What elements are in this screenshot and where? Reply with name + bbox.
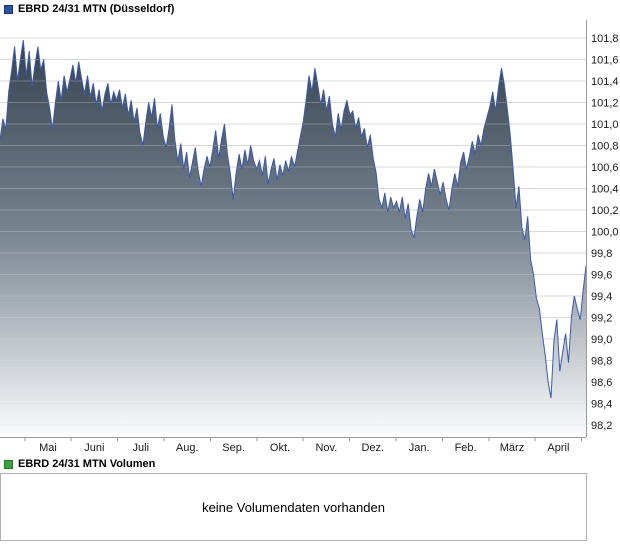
x-axis-label: Sep. <box>222 442 245 454</box>
y-axis-label: 101,8 <box>591 33 619 45</box>
x-axis-label: Aug. <box>176 442 199 454</box>
y-axis-label: 100,4 <box>591 184 619 196</box>
x-axis-label: März <box>500 442 524 454</box>
y-axis-label: 99,0 <box>591 334 612 346</box>
price-chart-title: EBRD 24/31 MTN (Düsseldorf) <box>18 3 175 15</box>
y-axis-label: 99,4 <box>591 291 612 303</box>
y-axis-label: 98,4 <box>591 399 612 411</box>
y-axis-label: 100,8 <box>591 141 619 153</box>
price-chart-title-bar: EBRD 24/31 MTN (Düsseldorf) <box>0 0 174 18</box>
price-chart[interactable]: 101,8 101,6 101,4 101,2 101,0 100,8 100,6 100,4… <box>0 0 620 460</box>
volume-empty-message: keine Volumendaten vorhanden <box>202 499 385 515</box>
volume-chart-title: EBRD 24/31 MTN Volumen <box>18 458 156 470</box>
x-axis-label: Feb. <box>455 442 477 454</box>
y-axis-label: 98,8 <box>591 356 612 368</box>
y-axis-label: 99,6 <box>591 270 612 282</box>
x-axis-labels: Mai Juni Juli Aug. Sep. Okt. Nov. Dez. Jan. Feb. M… <box>39 442 569 454</box>
y-axis-label: 100,2 <box>591 205 619 217</box>
x-axis-label: April <box>547 442 569 454</box>
y-axis-label: 101,4 <box>591 76 619 88</box>
y-axis-labels: 101,8 101,6 101,4 101,2 101,0 100,8 100,6 100,4… <box>591 33 619 432</box>
x-axis-label: Juli <box>133 442 150 454</box>
y-axis-label: 100,0 <box>591 227 619 239</box>
y-axis-label: 99,8 <box>591 248 612 260</box>
price-area <box>0 40 586 437</box>
y-axis-label: 98,2 <box>591 420 612 432</box>
x-axis-label: Jan. <box>409 442 430 454</box>
y-axis-label: 101,6 <box>591 55 619 67</box>
gridlines-overlay <box>0 37 586 426</box>
x-axis-label: Dez. <box>361 442 384 454</box>
x-axis-label: Okt. <box>270 442 290 454</box>
y-axis-label: 99,2 <box>591 313 612 325</box>
x-axis-label: Nov. <box>315 442 337 454</box>
y-axis-label: 101,2 <box>591 98 619 110</box>
volume-empty-panel: keine Volumendaten vorhanden <box>0 473 587 541</box>
price-line <box>0 40 587 399</box>
volume-series-marker-icon <box>4 459 13 469</box>
x-axis-label: Mai <box>39 442 57 454</box>
y-axis-label: 100,6 <box>591 162 619 174</box>
price-series-marker-icon <box>4 4 13 14</box>
x-axis-label: Juni <box>84 442 104 454</box>
volume-chart-title-bar: EBRD 24/31 MTN Volumen <box>0 457 155 471</box>
month-ticks <box>24 437 583 441</box>
y-axis-label: 98,6 <box>591 377 612 389</box>
y-axis-label: 101,0 <box>591 119 619 131</box>
